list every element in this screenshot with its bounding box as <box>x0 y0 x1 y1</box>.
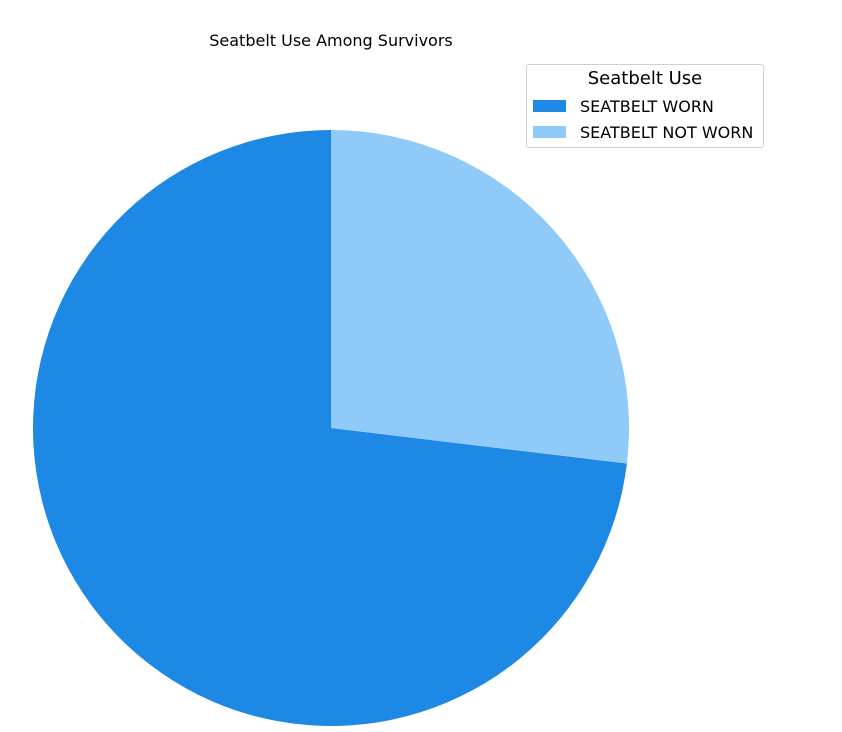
legend-label: SEATBELT WORN <box>580 96 714 116</box>
chart-title: Seatbelt Use Among Survivors <box>209 31 453 50</box>
legend-item-seatbelt-worn: SEATBELT WORN <box>533 96 714 116</box>
legend-swatch-seatbelt-worn <box>533 100 566 112</box>
pie-slice-seatbelt-worn <box>33 130 627 726</box>
legend-item-seatbelt-not-worn: SEATBELT NOT WORN <box>533 122 753 142</box>
pie-slice-seatbelt-not-worn <box>331 130 629 464</box>
legend: Seatbelt Use SEATBELT WORN SEATBELT NOT … <box>526 64 764 148</box>
legend-label: SEATBELT NOT WORN <box>580 122 754 142</box>
legend-swatch-seatbelt-not-worn <box>533 126 566 138</box>
legend-title: Seatbelt Use <box>587 68 703 89</box>
